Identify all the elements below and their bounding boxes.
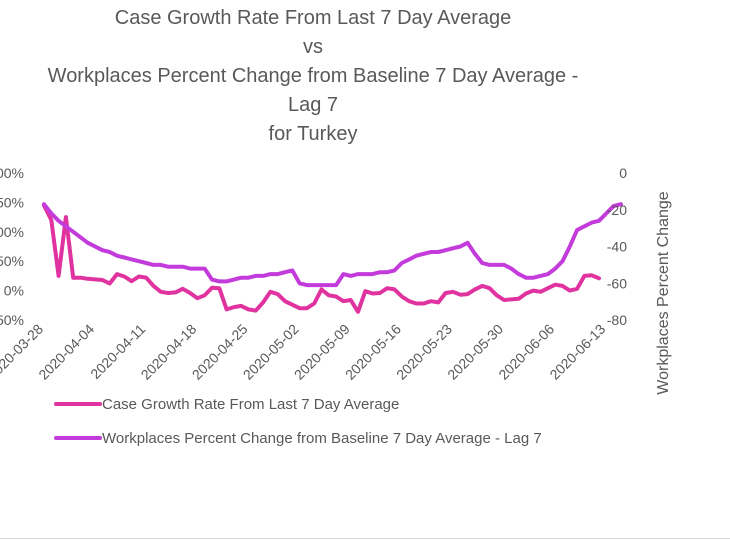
x-axis: 2020-03-282020-04-042020-04-112020-04-18… <box>0 321 609 383</box>
chart-title-line: Workplaces Percent Change from Baseline … <box>48 65 579 87</box>
y2-axis-label: Workplaces Percent Change <box>655 191 672 394</box>
y-right-tick-label: -60 <box>607 275 627 291</box>
y-left-tick-label: 50% <box>0 253 24 269</box>
y-axis-right: -80 -60 -40 -20 0 <box>607 165 627 328</box>
y-axis-left: -50% 0% 50% 100% 150% 200% <box>0 165 24 328</box>
y-left-tick-label: 200% <box>0 165 24 181</box>
y-right-tick-label: 0 <box>619 165 627 181</box>
y-left-tick-label: -50% <box>0 312 24 328</box>
chart-title-line: Case Growth Rate From Last 7 Day Average <box>115 7 511 29</box>
legend: Case Growth Rate From Last 7 Day Average… <box>54 396 542 447</box>
y-right-tick-label: -80 <box>607 312 627 328</box>
legend-label: Case Growth Rate From Last 7 Day Average <box>102 396 399 413</box>
y-right-tick-label: -40 <box>607 239 627 255</box>
chart-title-line: Lag 7 <box>288 94 338 116</box>
series-line-2 <box>42 202 623 288</box>
legend-label: Workplaces Percent Change from Baseline … <box>102 430 542 447</box>
y-left-tick-label: 100% <box>0 224 24 240</box>
x-tick-label: 2020-04-04 <box>35 321 97 383</box>
y-left-tick-label: 0% <box>4 283 24 299</box>
chart-title-line: vs <box>303 36 323 58</box>
y-right-tick-label: -20 <box>607 202 627 218</box>
chart-title-line: for Turkey <box>269 123 358 145</box>
x-tick-label: 2020-06-13 <box>546 321 608 383</box>
chart-title: Case Growth Rate From Last 7 Day Average… <box>48 7 579 145</box>
series-line-1 <box>42 203 601 314</box>
y-left-tick-label: 150% <box>0 194 24 210</box>
plot-area <box>42 202 623 314</box>
